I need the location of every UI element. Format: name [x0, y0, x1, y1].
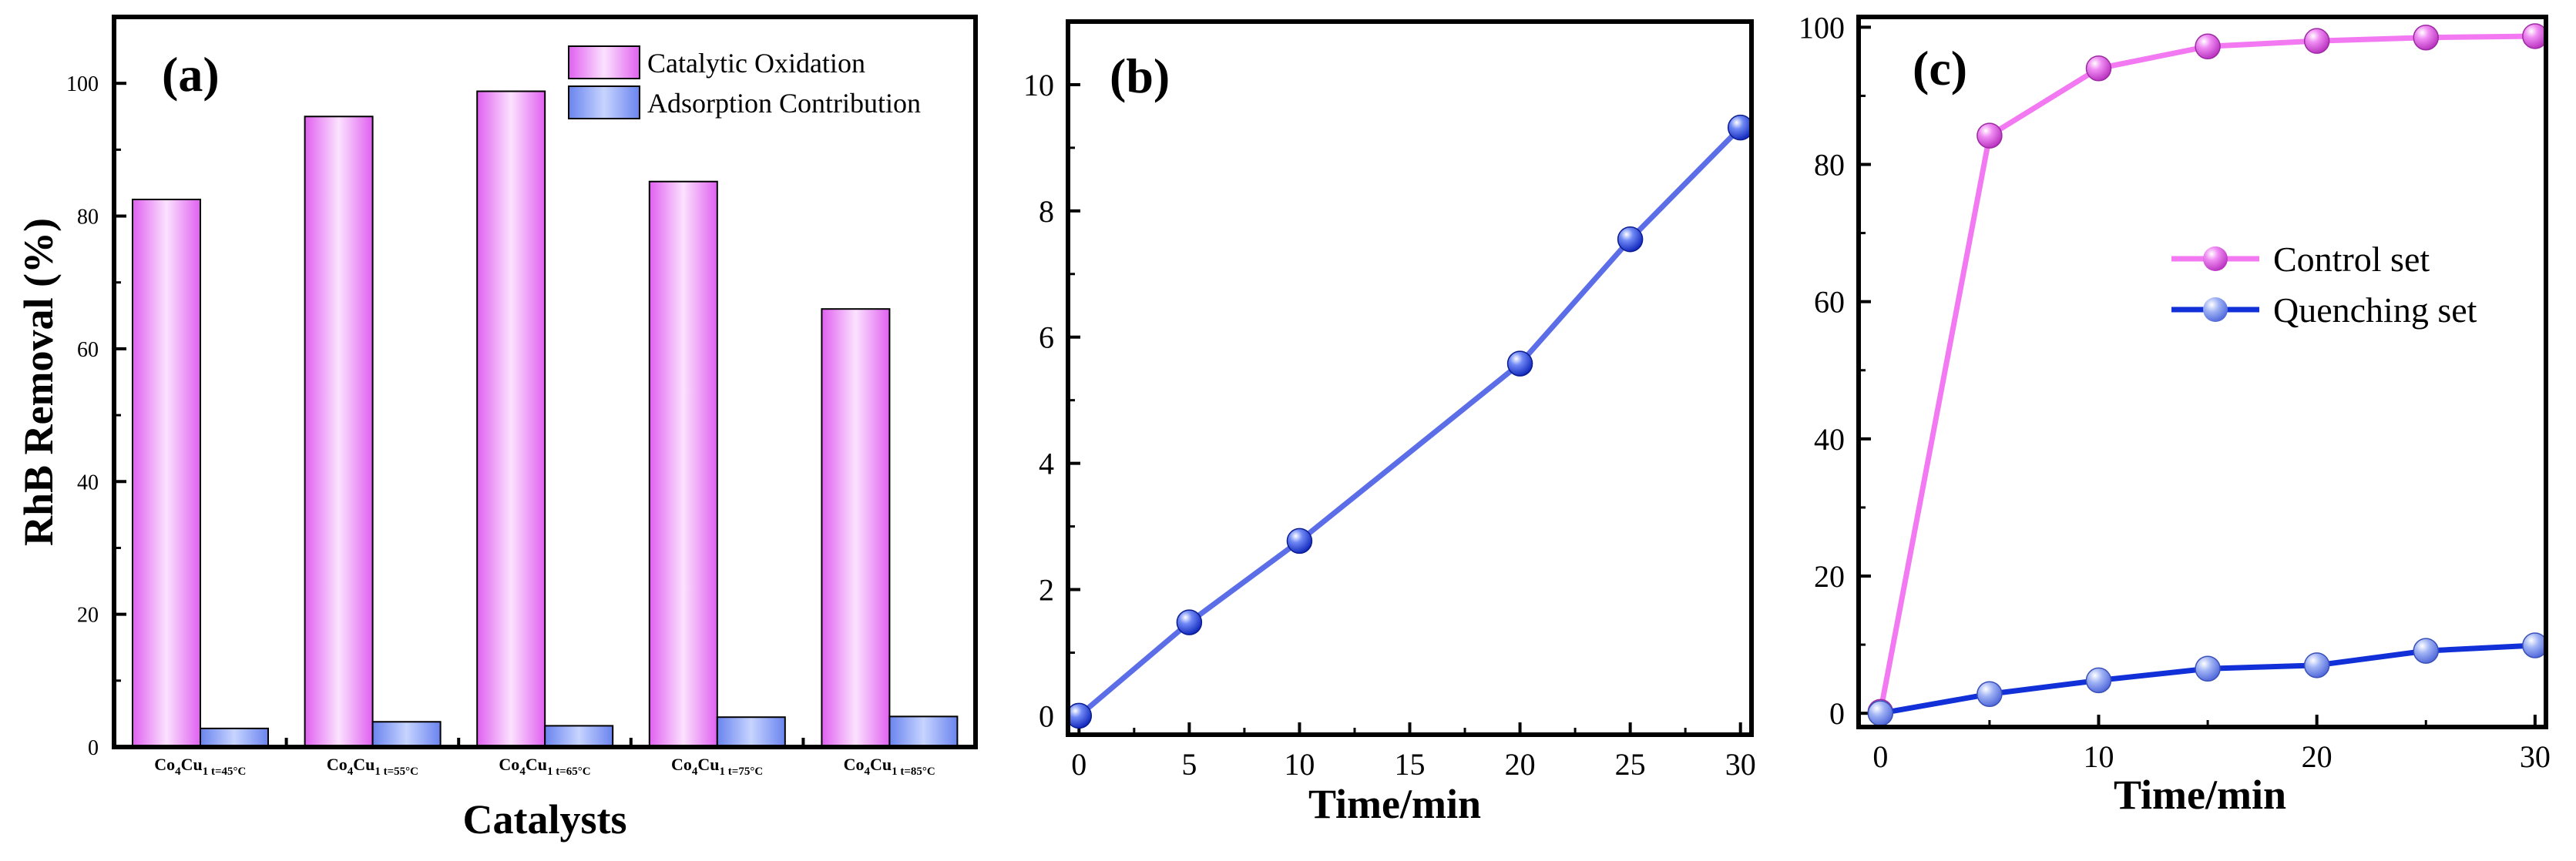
y-tick-label: 80 [77, 206, 99, 229]
y-tick-label: 40 [1814, 422, 1845, 457]
legend-marker-quenching-set [2203, 297, 2228, 322]
panel-a-x-axis-title: Catalysts [463, 796, 627, 843]
x-tick-label: Co4Cu1 t=45°C [154, 755, 246, 778]
panel-c-frame [1856, 15, 2548, 729]
bar-catalytic-oxidation [132, 199, 201, 748]
y-tick-label: 60 [1814, 285, 1845, 320]
panel-b-plot [1066, 114, 1754, 729]
panel-c-line-chart: 0 10 20 30 0 20 40 60 80 100 (c) Control set Quen… [1798, 10, 2551, 818]
control-set-point [2085, 55, 2112, 82]
quenching-set-point [2413, 638, 2440, 664]
series-b-point [1176, 609, 1203, 635]
bar-adsorption-contribution [716, 716, 786, 749]
panel-a-bars [132, 90, 959, 749]
panel-c-legend: Control set Quenching set [2171, 240, 2477, 330]
panel-a-label: (a) [162, 47, 220, 102]
legend-label-control-set: Control set [2273, 240, 2430, 279]
panel-c-label: (c) [1913, 41, 1967, 95]
bar-catalytic-oxidation [304, 116, 374, 749]
x-tick-label: Co4Cu1 t=55°C [327, 755, 418, 778]
y-tick-label: 60 [77, 338, 99, 362]
x-tick-label: Co4Cu1 t=65°C [499, 755, 590, 778]
quenching-set-point [2303, 652, 2330, 678]
y-tick-label: 0 [88, 736, 99, 760]
x-tick-label: 10 [2083, 739, 2114, 774]
y-tick-label: 0 [1829, 696, 1845, 731]
panel-c-axes: 0 10 20 30 0 20 40 60 80 100 [1798, 10, 2551, 774]
bar-adsorption-contribution [200, 727, 269, 748]
series-b-line [1077, 126, 1743, 719]
series-b-point [1617, 226, 1644, 253]
legend-label-quenching-set: Quenching set [2273, 290, 2477, 330]
quenching-set-point [1867, 700, 1894, 726]
bar-catalytic-oxidation [648, 180, 718, 749]
bar-catalytic-oxidation [821, 308, 891, 748]
panel-b-frame [1066, 19, 1754, 737]
y-tick-label: 2 [1039, 573, 1054, 608]
x-tick-label: 30 [2520, 739, 2551, 774]
panel-b-label: (b) [1110, 49, 1170, 103]
x-tick-label: 5 [1181, 747, 1197, 782]
control-set-point [1977, 122, 2003, 149]
series-b-point [1066, 702, 1093, 729]
control-set-point [2303, 28, 2330, 54]
panel-a-legend: Catalytic Oxidation Adsorption Contribut… [568, 45, 921, 119]
legend-swatch-adsorption-contribution [568, 85, 640, 119]
panel-c-plot [1867, 23, 2548, 726]
y-tick-label: 80 [1814, 148, 1845, 183]
y-tick-label: 10 [1023, 68, 1054, 102]
bar-adsorption-contribution [888, 715, 959, 749]
x-tick-label: 30 [1725, 747, 1756, 782]
series-b-point [1506, 350, 1533, 377]
x-tick-label: 0 [1872, 739, 1888, 774]
y-tick-label: 6 [1039, 320, 1054, 355]
panel-a-y-axis-title: RhB Removal (%) [15, 218, 62, 546]
legend-swatch-catalytic-oxidation [568, 45, 640, 79]
x-tick-label: 25 [1615, 747, 1646, 782]
y-tick-label: 100 [1798, 10, 1845, 45]
x-tick-label: Co4Cu1 t=85°C [844, 755, 935, 778]
control-set-point [2413, 24, 2440, 51]
panel-a-frame [112, 15, 978, 749]
x-tick-label: 20 [1505, 747, 1536, 782]
y-tick-label: 40 [77, 471, 99, 494]
x-tick-label: 0 [1071, 747, 1086, 782]
bar-catalytic-oxidation [476, 90, 546, 749]
x-tick-label: 10 [1284, 747, 1315, 782]
y-tick-label: 4 [1039, 447, 1054, 481]
legend-label-adsorption-contribution: Adsorption Contribution [647, 88, 921, 119]
quenching-set-point [1977, 681, 2003, 707]
control-set-point [2195, 33, 2221, 60]
panel-c-x-axis-title: Time/min [2114, 772, 2286, 818]
bar-adsorption-contribution [371, 721, 442, 749]
legend-marker-control-set [2203, 246, 2228, 271]
x-tick-label: 15 [1395, 747, 1426, 782]
y-tick-label: 100 [66, 72, 99, 96]
y-tick-label: 20 [77, 604, 99, 628]
quenching-set-point [2195, 655, 2221, 682]
y-tick-label: 0 [1039, 699, 1054, 733]
bar-adsorption-contribution [544, 725, 614, 748]
y-tick-label: 20 [1814, 559, 1845, 594]
x-tick-label: Co4Cu1 t=75°C [671, 755, 763, 778]
series-b-point [1286, 528, 1313, 554]
panel-b-line-chart: 0 5 10 15 20 25 30 0 2 4 6 8 10 (b) Time/min [1023, 19, 1756, 827]
y-tick-label: 8 [1039, 194, 1054, 229]
panel-a-axes: Co4Cu1 t=45°C Co4Cu1 t=55°C Co4Cu1 t=65°C C… [66, 72, 935, 778]
panel-b-axes: 0 5 10 15 20 25 30 0 2 4 6 8 10 [1023, 68, 1756, 782]
x-tick-label: 20 [2302, 739, 2333, 774]
quenching-set-point [2085, 667, 2112, 694]
panel-a-bar-chart: Co4Cu1 t=45°C Co4Cu1 t=55°C Co4Cu1 t=65°C C… [15, 15, 978, 843]
panel-b-x-axis-title: Time/min [1308, 781, 1481, 827]
legend-label-catalytic-oxidation: Catalytic Oxidation [647, 48, 865, 79]
series-b-point [1727, 114, 1754, 141]
